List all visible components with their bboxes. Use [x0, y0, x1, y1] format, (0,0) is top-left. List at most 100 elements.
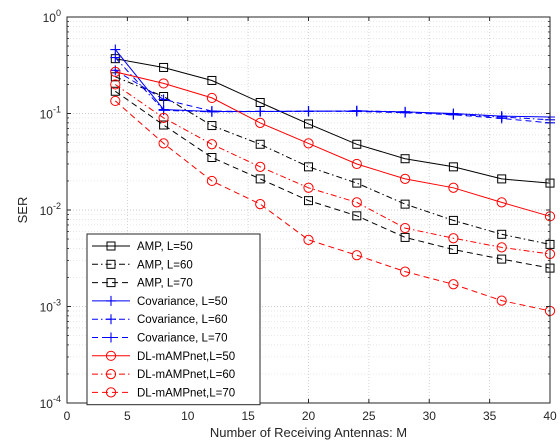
data-point — [496, 113, 507, 124]
legend-marker — [106, 295, 116, 306]
legend-label: AMP, L=50 — [137, 241, 193, 253]
data-point — [158, 112, 169, 124]
data-point — [448, 109, 459, 120]
data-point — [303, 234, 314, 245]
data-point — [110, 66, 121, 77]
data-point — [255, 139, 265, 149]
data-point — [158, 138, 169, 149]
data-point — [448, 182, 459, 193]
data-point — [158, 94, 169, 105]
data-point — [448, 233, 459, 244]
data-point — [400, 154, 410, 164]
series-line — [115, 90, 551, 269]
data-point — [304, 162, 313, 172]
data-point — [448, 244, 458, 254]
legend-label: AMP, L=70 — [137, 278, 193, 290]
series-line — [115, 69, 551, 124]
legend-label: DL-mAMPnet,L=60 — [137, 369, 235, 381]
legend-label: Covariance, L=70 — [137, 333, 227, 345]
data-point — [303, 138, 314, 149]
legend-item: Covariance, L=60 — [92, 314, 227, 326]
data-point — [400, 222, 411, 234]
data-point — [255, 199, 266, 210]
series-7 — [110, 66, 556, 222]
x-tick-label: 15 — [241, 409, 255, 423]
x-tick-label: 0 — [64, 409, 71, 423]
data-point — [352, 211, 362, 221]
y-axis-label: SER — [15, 197, 30, 224]
data-point — [351, 106, 362, 117]
data-point — [496, 295, 507, 306]
data-point — [158, 78, 169, 89]
series-line — [115, 76, 551, 245]
data-point — [207, 152, 217, 162]
data-point — [255, 117, 266, 128]
data-point — [207, 121, 217, 131]
y-tick-label: 10-4 — [40, 394, 61, 411]
series-line — [114, 49, 551, 118]
x-tick-label: 25 — [362, 409, 376, 423]
axes: 0 5 10 15 20 25 30 35 40 10-4 10-3 10-2 10-1 100 — [40, 8, 557, 423]
legend-marker — [106, 241, 116, 251]
x-tick-label: 5 — [124, 409, 131, 423]
data-point — [159, 62, 169, 72]
data-point — [497, 229, 507, 239]
data-point — [496, 242, 507, 253]
data-point — [206, 139, 217, 150]
legend-marker — [105, 369, 117, 380]
data-point — [351, 158, 362, 170]
x-tick-label: 20 — [302, 409, 316, 423]
data-point — [496, 197, 507, 208]
data-point — [400, 232, 410, 242]
legend-item: AMP, L=70 — [92, 278, 193, 290]
data-point — [110, 95, 121, 107]
legend: AMP, L=50 AMP, L=60 AMP, L=70 Covariance, L… — [86, 233, 261, 406]
legend-item: DL-mAMPnet,L=50 — [92, 350, 235, 363]
legend-label: Covariance, L=60 — [137, 314, 227, 326]
y-tick-label: 10-2 — [40, 201, 61, 218]
x-tick-label: 10 — [181, 409, 195, 423]
x-tick-label: 30 — [423, 409, 437, 423]
legend-item: Covariance, L=50 — [92, 296, 227, 308]
data-point — [159, 120, 169, 130]
legend-marker — [105, 387, 117, 398]
legend-item: AMP, L=60 — [92, 259, 193, 271]
x-tick-label: 35 — [483, 409, 497, 423]
series-6 — [110, 65, 555, 128]
series-line — [115, 58, 551, 184]
data-point — [448, 215, 458, 225]
data-point — [303, 106, 314, 117]
series-line — [114, 100, 551, 312]
data-point — [206, 175, 217, 187]
data-point — [352, 139, 362, 149]
data-point — [207, 75, 217, 85]
data-point — [351, 250, 362, 261]
data-point — [110, 79, 121, 90]
legend-item: DL-mAMPnet,L=70 — [92, 387, 235, 399]
data-point — [400, 107, 411, 118]
y-tick-label: 10-3 — [40, 298, 61, 315]
data-point — [351, 197, 362, 208]
legend-marker — [106, 332, 116, 343]
y-tick-label: 10-1 — [40, 105, 61, 122]
series-line — [114, 57, 551, 121]
series-line — [115, 71, 551, 217]
data-point — [352, 178, 362, 188]
data-point — [303, 182, 314, 193]
legend-label: Covariance, L=50 — [137, 296, 227, 308]
x-axis-label: Number of Receiving Antennas: M — [210, 425, 407, 440]
legend-marker — [106, 259, 116, 269]
y-tick-label: 100 — [43, 8, 61, 25]
data-point — [110, 52, 121, 63]
series-1 — [110, 54, 555, 188]
data-point — [255, 161, 266, 172]
series-layer — [110, 44, 556, 317]
data-point — [400, 266, 411, 277]
data-point — [400, 199, 410, 209]
data-point — [206, 106, 217, 117]
legend-marker — [105, 350, 117, 361]
legend-item: DL-mAMPnet,L=60 — [92, 369, 235, 381]
grid-lines — [67, 17, 550, 403]
data-point — [255, 174, 265, 184]
